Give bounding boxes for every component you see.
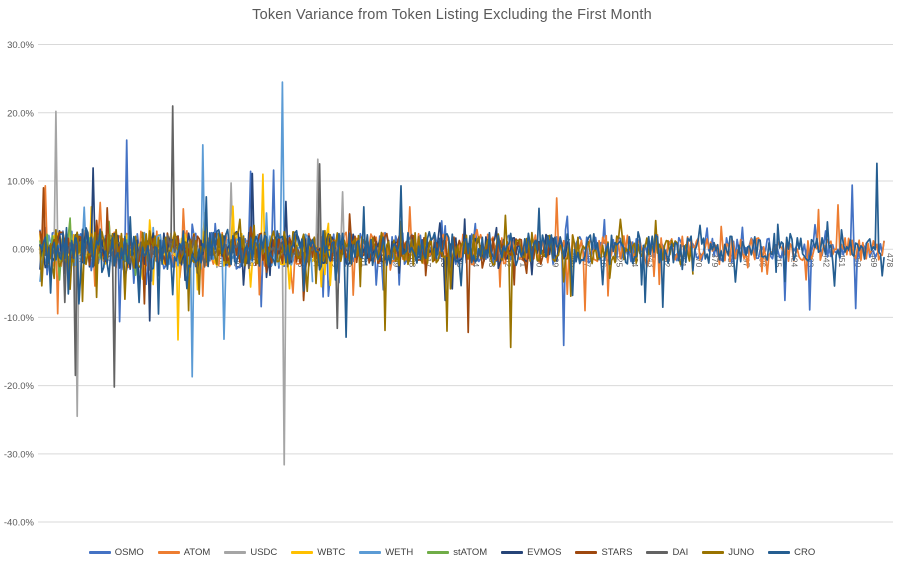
y-axis-label: 30.0% (7, 40, 34, 51)
y-axis-label: -30.0% (4, 449, 35, 460)
x-axis-label: 415 (774, 253, 784, 267)
legend-label: WBTC (317, 547, 346, 558)
legend-label: stATOM (453, 547, 488, 558)
y-axis-label: 20.0% (7, 108, 34, 119)
legend-swatch-WETH (359, 551, 382, 554)
legend-item-OSMO[interactable]: OSMO (88, 547, 144, 558)
legend-label: DAI (672, 547, 689, 558)
x-axis-label: 262 (503, 253, 513, 267)
chart-title: Token Variance from Token Listing Exclud… (252, 7, 652, 23)
legend-item-WETH[interactable]: WETH (359, 547, 413, 558)
y-axis-label: -40.0% (4, 518, 35, 529)
legend-item-DAI[interactable]: DAI (646, 547, 688, 558)
x-axis-label: 370 (694, 253, 704, 267)
legend-swatch-EVMOS (501, 551, 524, 554)
legend-swatch-ATOM (157, 551, 180, 554)
legend-label: OSMO (114, 547, 144, 558)
x-axis-label: 460 (853, 253, 863, 267)
series-line-CRO (39, 162, 885, 339)
x-axis-label: 451 (837, 253, 847, 267)
x-axis-label: 442 (821, 253, 831, 267)
y-axis-label: 0.0% (12, 245, 34, 256)
legend-label: STARS (601, 547, 633, 558)
y-axis-label: -10.0% (4, 313, 35, 324)
legend-item-EVMOS[interactable]: EVMOS (501, 547, 561, 558)
legend-swatch-JUNO (702, 551, 725, 554)
x-axis-label: 379 (710, 253, 720, 267)
legend-swatch-USDC (224, 551, 247, 554)
legend: OSMO ATOM USDC WBTC WETH stATOM EVMOS STARS DAI J… (0, 547, 904, 558)
legend-item-USDC[interactable]: USDC (224, 547, 277, 558)
legend-swatch-DAI (646, 551, 669, 554)
legend-label: CRO (794, 547, 816, 558)
legend-label: EVMOS (527, 547, 562, 558)
x-axis-label: 469 (869, 253, 879, 267)
x-axis-label: 478 (885, 253, 895, 267)
y-axis-label: -20.0% (4, 381, 35, 392)
x-axis-label: 100 (216, 253, 226, 267)
legend-item-CRO[interactable]: CRO (768, 547, 815, 558)
legend-item-ATOM[interactable]: ATOM (157, 547, 211, 558)
legend-swatch-OSMO (88, 551, 111, 554)
legend-label: WETH (385, 547, 414, 558)
legend-label: USDC (250, 547, 278, 558)
legend-swatch-WBTC (291, 551, 314, 554)
x-axis-label: 325 (614, 253, 624, 267)
legend-item-JUNO[interactable]: JUNO (702, 547, 754, 558)
legend-label: JUNO (728, 547, 755, 558)
legend-label: ATOM (183, 547, 211, 558)
x-axis-label: 181 (359, 253, 369, 267)
legend-swatch-CRO (768, 551, 791, 554)
legend-item-WBTC[interactable]: WBTC (291, 547, 345, 558)
legend-swatch-stATOM (427, 551, 450, 554)
x-axis-label: 343 (646, 253, 656, 267)
legend-swatch-STARS (575, 551, 598, 554)
legend-item-STARS[interactable]: STARS (575, 547, 632, 558)
y-axis-label: 10.0% (7, 176, 34, 187)
legend-item-stATOM[interactable]: stATOM (427, 547, 487, 558)
x-axis-label: 307 (582, 253, 592, 267)
